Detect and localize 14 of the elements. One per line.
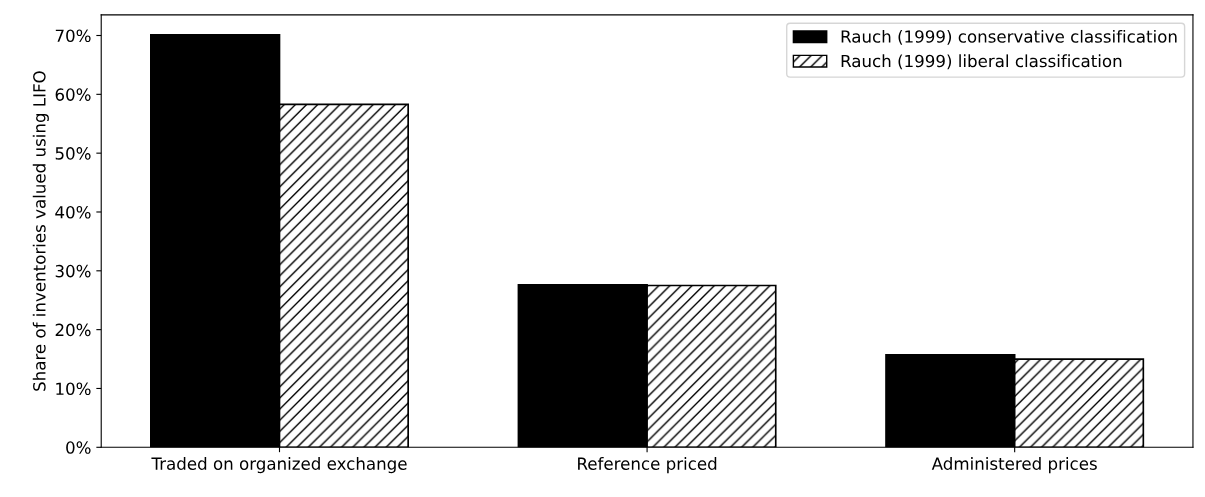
legend-label: Rauch (1999) liberal classification [841, 54, 1122, 70]
x-tick-label: Reference priced [578, 457, 717, 474]
y-tick-label: 10% [56, 382, 91, 396]
y-tick-label: 60% [55, 88, 91, 101]
y-axis-title: Share of inventories valued using LIFO [32, 71, 49, 391]
x-tick-label: Traded on organized exchange [151, 457, 407, 474]
y-tick-label: 70% [55, 29, 91, 43]
y-tick-label: 0% [66, 441, 91, 454]
y-tick-label: 40% [55, 205, 91, 219]
x-tick-label: Administered prices [931, 457, 1097, 474]
y-tick-label: 50% [55, 147, 91, 160]
legend-label: Rauch (1999) conservative classification [841, 29, 1177, 45]
y-tick-label: 20% [55, 323, 91, 337]
y-tick-label: 30% [55, 264, 91, 278]
